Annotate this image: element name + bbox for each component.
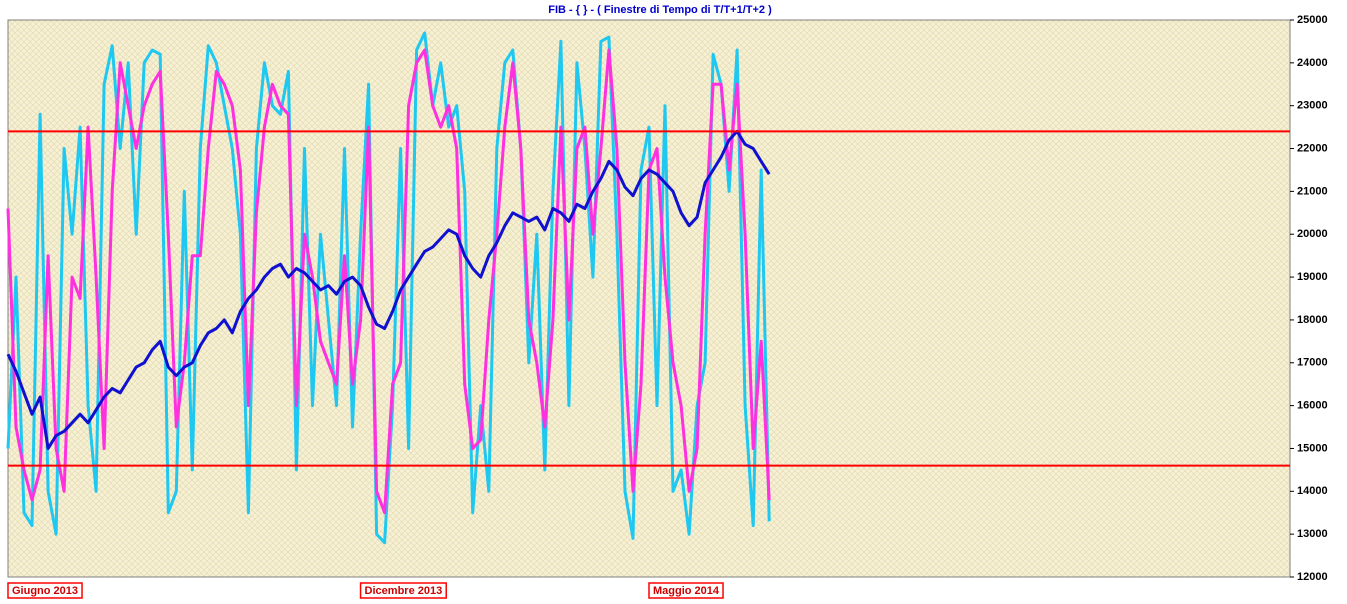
y-tick-label: 22000 [1297,142,1328,154]
y-tick-label: 25000 [1297,14,1328,26]
y-tick-label: 21000 [1297,185,1328,197]
chart-title: FIB - { } - ( Finestre di Tempo di T/T+1… [548,4,772,16]
y-tick-label: 19000 [1297,271,1328,283]
x-tick-label: Giugno 2013 [12,585,78,597]
x-tick-box [359,582,447,599]
series-line [6,31,771,545]
y-tick-label: 15000 [1297,442,1328,454]
y-tick-label: 20000 [1297,228,1328,240]
x-tick-box [7,582,83,599]
y-tick-label: 13000 [1297,528,1328,540]
y-tick-label: 17000 [1297,357,1328,369]
series-line [6,48,771,515]
x-tick-box [648,582,724,599]
x-tick-label: Maggio 2014 [653,585,720,597]
y-tick-label: 12000 [1297,571,1328,583]
series-line [6,129,771,450]
plot-area [7,19,1291,578]
y-tick-label: 16000 [1297,400,1328,412]
x-tick-label: Dicembre 2013 [365,585,443,597]
y-tick-label: 18000 [1297,314,1328,326]
y-tick-label: 24000 [1297,57,1328,69]
y-tick-label: 14000 [1297,485,1328,497]
y-tick-label: 23000 [1297,100,1328,112]
